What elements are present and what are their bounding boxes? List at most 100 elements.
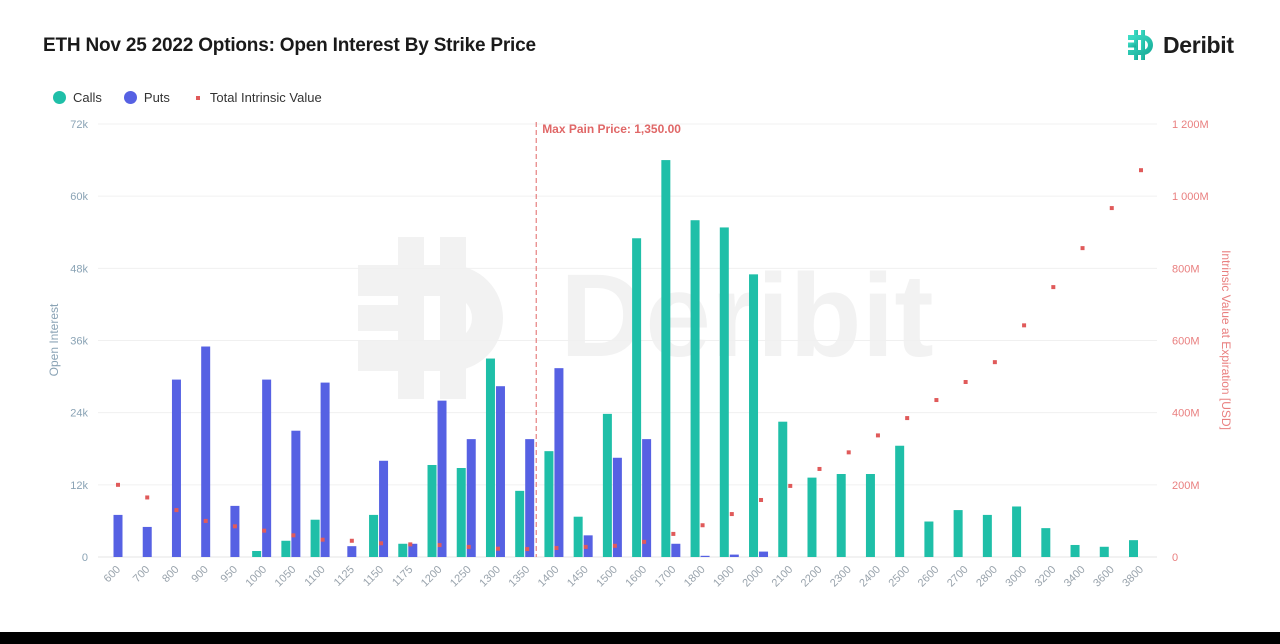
- calls-bar[interactable]: [1129, 540, 1138, 557]
- puts-bar[interactable]: [171, 379, 181, 557]
- puts-bar[interactable]: [142, 526, 152, 557]
- calls-bar[interactable]: [895, 445, 905, 557]
- puts-bar[interactable]: [729, 554, 739, 557]
- puts-bar[interactable]: [379, 460, 389, 557]
- calls-bar[interactable]: [1099, 546, 1109, 557]
- intrinsic-value-point[interactable]: [232, 524, 237, 529]
- legend-item-puts[interactable]: Puts: [123, 90, 170, 105]
- intrinsic-value-point[interactable]: [642, 539, 647, 544]
- legend-item-intrinsic[interactable]: Total Intrinsic Value: [192, 90, 322, 105]
- intrinsic-value-point[interactable]: [379, 541, 384, 546]
- intrinsic-value-point[interactable]: [262, 528, 267, 533]
- puts-bar[interactable]: [583, 535, 593, 557]
- calls-bar[interactable]: [1041, 528, 1051, 557]
- intrinsic-value-point[interactable]: [1139, 168, 1143, 173]
- calls-bar[interactable]: [485, 358, 495, 557]
- puts-bar[interactable]: [408, 543, 418, 557]
- intrinsic-value-point[interactable]: [905, 416, 910, 421]
- x-axis-tick: 1350: [507, 564, 533, 590]
- intrinsic-value-point[interactable]: [1051, 285, 1056, 290]
- intrinsic-value-point[interactable]: [992, 360, 997, 365]
- calls-bar[interactable]: [661, 160, 671, 558]
- puts-bar[interactable]: [466, 439, 476, 557]
- calls-bar[interactable]: [953, 510, 963, 557]
- intrinsic-value-point[interactable]: [1022, 323, 1027, 328]
- x-axis-tick: 2600: [916, 564, 942, 590]
- calls-bar[interactable]: [427, 464, 437, 557]
- calls-bar[interactable]: [807, 477, 817, 557]
- intrinsic-value-point[interactable]: [1080, 246, 1085, 251]
- calls-bar[interactable]: [690, 220, 700, 557]
- calls-bar[interactable]: [544, 451, 554, 557]
- puts-bar[interactable]: [700, 555, 710, 557]
- intrinsic-value-point[interactable]: [408, 542, 413, 547]
- intrinsic-value-point[interactable]: [1109, 206, 1114, 211]
- puts-bar[interactable]: [230, 505, 240, 557]
- intrinsic-value-point[interactable]: [700, 523, 705, 528]
- calls-bar[interactable]: [602, 413, 612, 557]
- intrinsic-value-point[interactable]: [349, 538, 354, 543]
- calls-bar[interactable]: [252, 550, 262, 557]
- puts-bar[interactable]: [437, 400, 447, 557]
- x-axis-tick: 950: [219, 564, 240, 585]
- intrinsic-value-point[interactable]: [729, 512, 734, 517]
- intrinsic-value-point[interactable]: [612, 543, 617, 548]
- intrinsic-value-point[interactable]: [817, 466, 822, 471]
- intrinsic-value-point[interactable]: [320, 537, 325, 542]
- calls-bar[interactable]: [778, 421, 788, 557]
- bottom-bar: [0, 632, 1280, 644]
- intrinsic-value-point[interactable]: [116, 482, 120, 487]
- puts-bar[interactable]: [671, 543, 681, 557]
- puts-bar[interactable]: [320, 382, 330, 557]
- puts-bar[interactable]: [642, 439, 652, 557]
- intrinsic-value-point[interactable]: [203, 518, 208, 523]
- intrinsic-value-point[interactable]: [495, 546, 500, 551]
- calls-bar[interactable]: [836, 474, 846, 557]
- x-axis-tick: 700: [131, 564, 152, 585]
- calls-bar[interactable]: [749, 274, 759, 557]
- calls-bar[interactable]: [398, 543, 408, 557]
- puts-bar[interactable]: [347, 546, 357, 557]
- puts-bar[interactable]: [759, 551, 769, 557]
- calls-bar[interactable]: [456, 467, 466, 557]
- intrinsic-value-point[interactable]: [145, 495, 150, 500]
- calls-bar[interactable]: [719, 227, 729, 557]
- intrinsic-value-point[interactable]: [554, 545, 559, 550]
- puts-bar[interactable]: [554, 368, 564, 557]
- legend-item-calls[interactable]: Calls: [53, 90, 102, 105]
- calls-bar[interactable]: [865, 474, 875, 557]
- calls-bar[interactable]: [515, 490, 525, 557]
- intrinsic-value-point[interactable]: [934, 398, 939, 403]
- calls-bar[interactable]: [632, 238, 642, 557]
- calls-bar[interactable]: [281, 540, 291, 557]
- right-axis-tick: 200M: [1172, 480, 1200, 492]
- calls-bar[interactable]: [573, 516, 583, 557]
- puts-bar[interactable]: [291, 430, 301, 557]
- puts-bar[interactable]: [525, 439, 535, 557]
- intrinsic-value-point[interactable]: [174, 508, 179, 513]
- intrinsic-value-point[interactable]: [759, 497, 764, 502]
- intrinsic-value-point[interactable]: [788, 483, 793, 488]
- puts-bar[interactable]: [495, 386, 505, 557]
- puts-bar[interactable]: [113, 514, 123, 557]
- calls-bar[interactable]: [924, 521, 934, 557]
- calls-bar[interactable]: [310, 519, 320, 557]
- intrinsic-value-point[interactable]: [963, 379, 968, 384]
- intrinsic-value-point[interactable]: [437, 543, 442, 548]
- intrinsic-value-point[interactable]: [671, 531, 676, 536]
- intrinsic-value-point[interactable]: [291, 533, 296, 538]
- calls-bar[interactable]: [1012, 506, 1022, 557]
- x-axis-tick: 1700: [653, 564, 679, 590]
- gridlines: [98, 123, 1157, 558]
- puts-bar[interactable]: [612, 457, 622, 557]
- intrinsic-value-point[interactable]: [525, 547, 530, 552]
- puts-bar[interactable]: [262, 379, 272, 557]
- intrinsic-value-point[interactable]: [846, 450, 851, 455]
- intrinsic-value-point[interactable]: [583, 544, 588, 549]
- intrinsic-value-point[interactable]: [875, 433, 880, 438]
- calls-bar[interactable]: [1070, 544, 1080, 557]
- puts-bar[interactable]: [201, 346, 211, 557]
- calls-bar[interactable]: [982, 514, 992, 557]
- intrinsic-value-point[interactable]: [466, 544, 471, 549]
- calls-bar[interactable]: [369, 514, 379, 557]
